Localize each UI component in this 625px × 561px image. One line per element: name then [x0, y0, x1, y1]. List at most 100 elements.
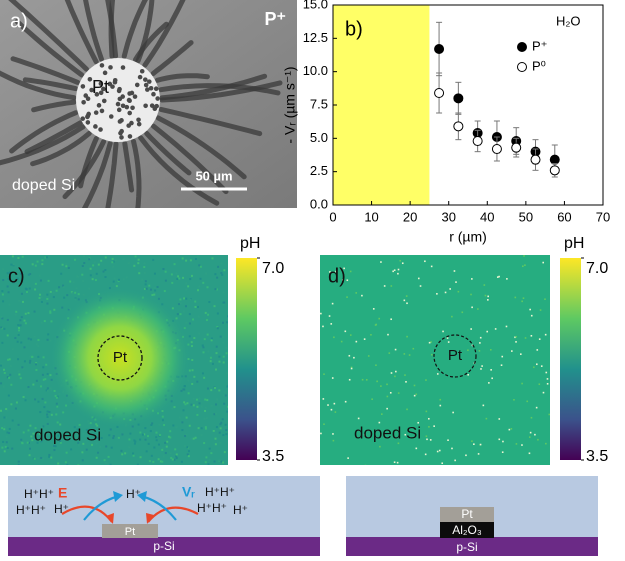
- noise-pixel: [33, 310, 36, 313]
- y-axis-label: - Vᵣ (µm s⁻¹): [282, 66, 298, 143]
- noise-pixel: [129, 432, 132, 435]
- noise-pixel: [59, 423, 62, 426]
- colorbar-tick-label: 3.5: [586, 448, 608, 465]
- particle: [85, 96, 91, 102]
- noise-pixel: [361, 378, 364, 381]
- noise-pixel: [157, 297, 160, 300]
- particle: [98, 90, 104, 96]
- noise-pixel: [220, 421, 223, 424]
- noise-pixel: [102, 270, 105, 273]
- x-tick-label: 60: [557, 209, 571, 224]
- noise-pixel: [349, 270, 352, 273]
- noise-pixel: [330, 408, 333, 411]
- noise-pixel: [133, 439, 136, 442]
- noise-pixel: [137, 262, 140, 265]
- noise-pixel: [431, 353, 433, 356]
- noise-pixel: [341, 279, 344, 281]
- noise-pixel: [11, 419, 14, 422]
- noise-pixel: [0, 363, 3, 366]
- y-tick-label: 12.5: [303, 30, 328, 45]
- noise-pixel: [192, 404, 195, 407]
- noise-pixel: [208, 301, 211, 304]
- noise-pixel: [171, 407, 174, 410]
- noise-pixel: [34, 288, 37, 291]
- noise-pixel: [170, 273, 173, 276]
- noise-pixel: [380, 385, 382, 387]
- noise-pixel: [40, 456, 43, 459]
- noise-pixel: [6, 272, 9, 275]
- noise-pixel: [223, 301, 226, 304]
- noise-pixel: [78, 423, 81, 426]
- particle: [127, 134, 133, 139]
- noise-pixel: [200, 427, 203, 430]
- data-point: [453, 121, 464, 132]
- noise-pixel: [47, 279, 50, 282]
- panel-label: a): [10, 10, 28, 32]
- noise-pixel: [224, 394, 227, 397]
- noise-pixel: [502, 440, 504, 443]
- noise-pixel: [189, 259, 192, 262]
- noise-pixel: [55, 402, 58, 405]
- noise-pixel: [76, 428, 79, 431]
- noise-pixel: [137, 258, 140, 261]
- noise-pixel: [64, 461, 67, 464]
- streak: [122, 141, 135, 193]
- noise-pixel: [471, 344, 474, 347]
- noise-pixel: [73, 258, 76, 261]
- particle: [108, 114, 114, 119]
- noise-pixel: [41, 373, 44, 376]
- noise-pixel: [403, 299, 406, 302]
- noise-pixel: [217, 265, 220, 268]
- noise-pixel: [496, 276, 499, 278]
- noise-pixel: [16, 277, 19, 280]
- noise-pixel: [29, 447, 32, 450]
- noise-pixel: [327, 404, 329, 406]
- noise-pixel: [332, 439, 335, 442]
- noise-pixel: [430, 341, 432, 343]
- noise-pixel: [143, 262, 146, 265]
- noise-pixel: [65, 434, 68, 437]
- noise-pixel: [121, 453, 124, 456]
- noise-pixel: [139, 456, 142, 459]
- noise-pixel: [335, 270, 337, 273]
- noise-pixel: [189, 278, 192, 281]
- noise-pixel: [77, 464, 80, 465]
- noise-pixel: [539, 309, 542, 311]
- noise-pixel: [480, 368, 482, 370]
- noise-pixel: [419, 285, 422, 287]
- noise-pixel: [0, 326, 3, 329]
- noise-pixel: [193, 337, 196, 340]
- substrate-layer: [346, 537, 598, 556]
- noise-pixel: [175, 455, 178, 458]
- noise-pixel: [524, 264, 526, 266]
- noise-pixel: [77, 293, 80, 296]
- noise-pixel: [82, 280, 85, 283]
- noise-pixel: [62, 411, 65, 414]
- noise-pixel: [150, 423, 153, 426]
- noise-pixel: [412, 347, 415, 350]
- colorbar: [560, 258, 581, 460]
- noise-pixel: [487, 295, 489, 298]
- noise-pixel: [397, 442, 400, 445]
- noise-pixel: [490, 348, 492, 351]
- noise-pixel: [545, 371, 548, 374]
- noise-pixel: [505, 325, 508, 328]
- noise-pixel: [477, 308, 479, 310]
- streak: [121, 0, 148, 59]
- noise-pixel: [196, 305, 199, 308]
- noise-pixel: [41, 263, 44, 266]
- noise-pixel: [396, 461, 399, 464]
- doping-label: P⁺: [264, 9, 286, 29]
- arrow-head: [106, 513, 114, 524]
- noise-pixel: [175, 453, 178, 456]
- noise-pixel: [117, 278, 120, 281]
- noise-pixel: [164, 441, 167, 444]
- noise-pixel: [184, 403, 187, 406]
- noise-pixel: [433, 425, 435, 427]
- noise-pixel: [182, 310, 185, 313]
- noise-pixel: [223, 269, 226, 272]
- colorbar-tick-label: 7.0: [262, 260, 284, 277]
- noise-pixel: [46, 372, 49, 375]
- noise-pixel: [37, 339, 40, 342]
- noise-pixel: [55, 396, 58, 399]
